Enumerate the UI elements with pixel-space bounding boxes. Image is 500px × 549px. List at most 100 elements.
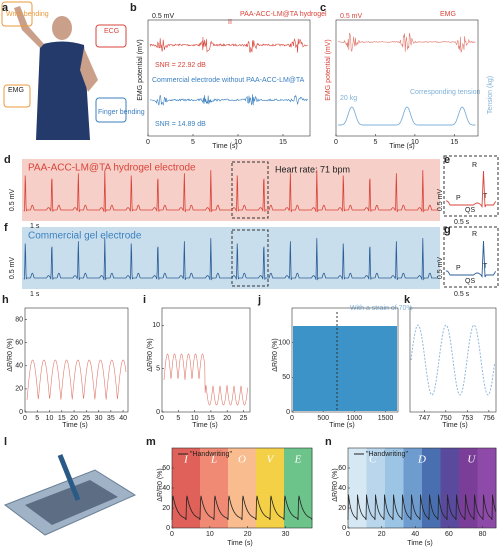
y-axis-label: ΔR/R0 (%) [147, 338, 154, 371]
scale-label: 0.5 mV [9, 189, 16, 212]
panel-l-illustration [3, 454, 137, 536]
y-tick-label: 100 [278, 340, 290, 347]
waveform [163, 353, 248, 406]
x-tick-label: 15 [279, 139, 287, 146]
legend-label: "Handwriting" [190, 451, 232, 458]
y-tick-label: 0 [166, 525, 170, 532]
x-tick-label: 25 [240, 415, 248, 422]
x-tick-label: 30 [282, 531, 290, 538]
x-tick-label: 750 [440, 415, 452, 422]
y-tick-label: 0 [156, 409, 160, 416]
x-tick-label: 0 [146, 139, 150, 146]
x-tick-label: 35 [107, 415, 115, 422]
time-scale: 1 s [30, 223, 40, 230]
x-tick-label: 10 [411, 139, 419, 146]
x-tick-label: 25 [82, 415, 90, 422]
series-label: PAA-ACC-LM@TA hydrogel [240, 11, 327, 18]
y2-axis-label: Tension (kg) [487, 76, 494, 114]
x-tick-label: 0 [290, 415, 294, 422]
x-tick-label: 5 [176, 415, 180, 422]
y-tick-label: 60 [338, 465, 346, 472]
x-tick-label: 5 [373, 139, 377, 146]
letter-label: C [369, 454, 377, 466]
y-tick-label: 40 [338, 485, 346, 492]
x-tick-label: 756 [483, 415, 495, 422]
y-tick-label: 0 [286, 409, 290, 416]
x-tick-label: 5 [191, 139, 195, 146]
waveform [149, 94, 308, 107]
x-axis-label: Time (s) [407, 540, 432, 547]
x-tick-label: 15 [207, 415, 215, 422]
x-tick-label: 0 [346, 531, 350, 538]
waveform [23, 170, 438, 213]
y-axis-label: ΔR/R0 (%) [332, 468, 339, 501]
x-tick-label: 10 [46, 415, 54, 422]
x-tick-label: 5 [35, 415, 39, 422]
time-scale: 0.5 s [454, 291, 470, 298]
panel-a-illustration [0, 0, 128, 150]
x-axis-label: Time (s) [212, 143, 237, 150]
wave-label: P [456, 195, 461, 202]
letter-label: V [267, 454, 275, 466]
x-tick-label: 1000 [347, 415, 363, 422]
color-band [422, 448, 441, 528]
x-tick-label: 747 [418, 415, 430, 422]
signal-band [293, 326, 397, 411]
waveform [445, 170, 497, 209]
marker: II [228, 19, 232, 26]
annotation: 20 kg [340, 95, 357, 102]
x-tick-label: 15 [450, 139, 458, 146]
color-band [348, 448, 367, 528]
waveform [171, 495, 313, 521]
panel-label: g [444, 224, 451, 236]
x-tick-label: 1500 [378, 415, 394, 422]
waveform [338, 106, 476, 126]
y-tick-label: 50 [282, 374, 290, 381]
y-tick-label: 10 [152, 322, 160, 329]
y-tick-label: 20 [15, 386, 23, 393]
annotation: ECG [104, 28, 119, 35]
x-tick-label: 20 [244, 531, 252, 538]
legend-label: "Handwriting" [366, 451, 408, 458]
panel-label: d [4, 154, 11, 166]
waveform [410, 324, 495, 396]
wave-label: QS [465, 207, 475, 214]
x-tick-label: 0 [23, 415, 27, 422]
letter-label: E [294, 454, 302, 466]
annotation: Finger bending [98, 109, 145, 116]
plot-frame [24, 307, 129, 413]
x-axis-label: Time (s) [62, 422, 87, 429]
x-tick-label: 20 [70, 415, 78, 422]
plot-frame [335, 19, 479, 137]
x-tick-label: 753 [461, 415, 473, 422]
waveform [347, 494, 497, 521]
plot-frame [161, 307, 251, 413]
wave-label: T [483, 263, 488, 270]
panel-label: a [2, 2, 9, 14]
x-axis-label: Time (s) [442, 422, 467, 429]
color-band [403, 448, 423, 528]
scale-label: 0.5 mV [152, 13, 175, 20]
letter-label: D [417, 454, 426, 466]
wave-label: QS [465, 278, 475, 285]
y-tick-label: 0 [19, 409, 23, 416]
wave-label: R [472, 231, 477, 238]
panel-label: c [320, 2, 326, 14]
x-tick-label: 40 [119, 415, 127, 422]
color-band [366, 448, 386, 528]
color-band [459, 448, 478, 528]
panel-label: k [404, 294, 411, 306]
annotation: EMG [8, 87, 24, 94]
wave-label: P [456, 265, 461, 272]
y-axis-label: EMG potential (mV) [137, 39, 144, 100]
x-tick-label: 500 [317, 415, 329, 422]
snr: SNR = 14.89 dB [155, 121, 206, 128]
panel-label: h [2, 294, 9, 306]
y-tick-label: 40 [162, 485, 170, 492]
snr: SNR = 22.92 dB [155, 62, 206, 69]
x-tick-label: 20 [223, 415, 231, 422]
y-tick-label: 0 [342, 525, 346, 532]
series-label: Commercial electrode without PAA-ACC-LM@… [152, 77, 305, 84]
wave-label: R [472, 162, 477, 169]
